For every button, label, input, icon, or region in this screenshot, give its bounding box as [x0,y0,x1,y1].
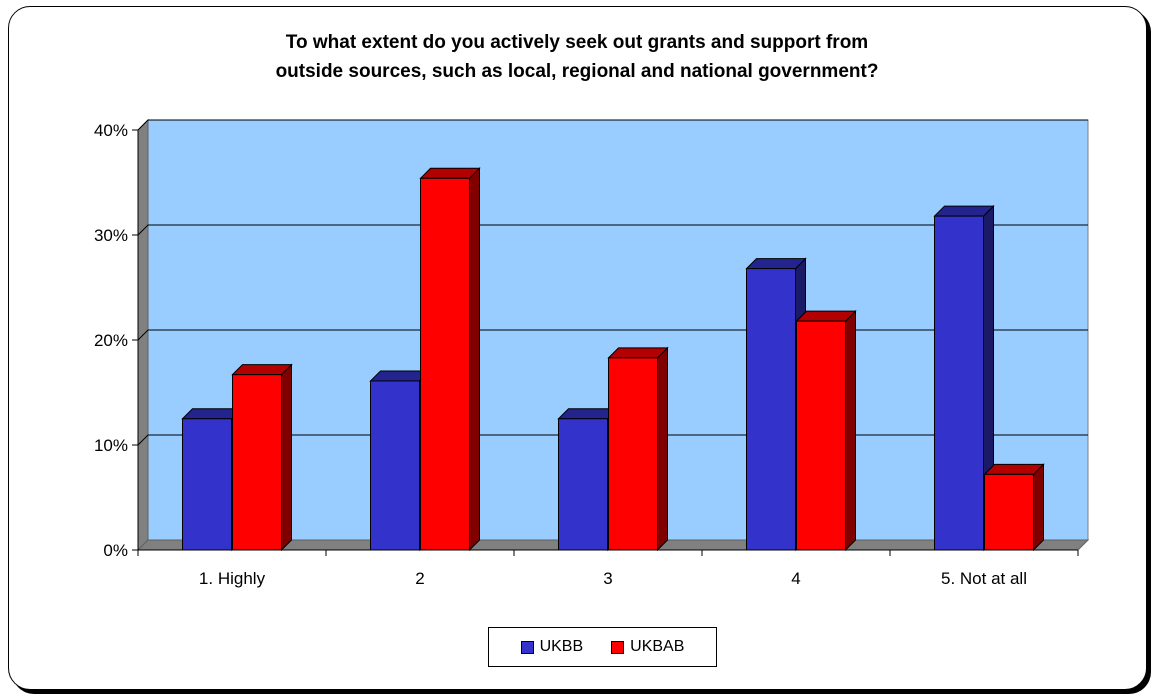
bar-ukbab-2 [419,167,481,552]
chart-title: To what extent do you actively seek out … [0,28,1154,86]
legend-label-ukbb: UKBB [539,638,584,655]
x-tick-label: 1. Highly [199,569,266,588]
y-tick-label: 10% [94,436,128,455]
legend-item-ukbb: UKBB [520,638,584,656]
legend-swatch-ukbab [611,640,625,654]
y-tick-label: 40% [94,121,128,140]
gridline [137,119,1088,131]
bar-ukbb-5 [933,204,995,552]
bar-ukbab-1 [231,363,293,552]
legend-item-ukbab: UKBAB [611,638,684,656]
bar-ukbab-5 [983,463,1045,552]
y-tick-label: 0% [103,541,128,560]
y-tick-label: 30% [94,226,128,245]
bar-ukbab-4 [795,309,857,552]
bar-ukbab-3 [607,346,669,552]
x-tick-label: 2 [415,569,424,588]
gridline [137,224,1088,236]
legend-label-ukbab: UKBAB [630,638,685,655]
chart-title-line-2: outside sources, such as local, regional… [275,61,879,82]
x-tick-label: 4 [791,569,800,588]
x-tick-label: 5. Not at all [941,569,1027,588]
x-tick-label: 3 [603,569,612,588]
legend-swatch-ukbb [520,640,534,654]
y-tick-label: 20% [94,331,128,350]
legend: UKBB UKBAB [488,627,717,667]
chart-title-line-1: To what extent do you actively seek out … [285,32,869,53]
